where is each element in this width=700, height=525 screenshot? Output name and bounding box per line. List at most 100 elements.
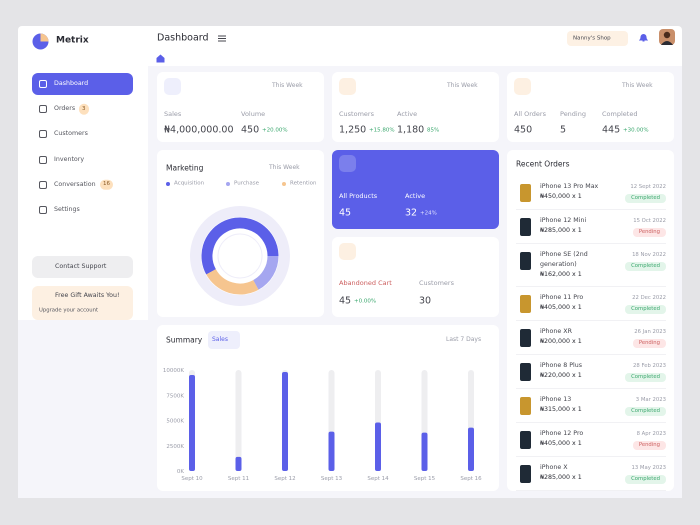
x-tick-label: Sept 16 xyxy=(460,476,482,482)
x-tick-label: Sept 13 xyxy=(321,476,343,482)
order-row[interactable]: iPhone 13 Pro Max ₦450,000 x 1 12 Sept 202… xyxy=(516,176,666,210)
order-meta: 8 Apr 2023 Pending xyxy=(612,429,666,450)
metric-label: Active xyxy=(397,109,418,118)
stat-card xyxy=(332,72,499,142)
product-name: iPhone 13 Pro Max xyxy=(540,183,599,190)
donut-inner xyxy=(217,233,263,279)
order-row[interactable]: iPhone 12 Pro ₦405,000 x 1 8 Apr 2023 Pendi… xyxy=(516,423,666,457)
product-image xyxy=(520,431,531,449)
donut-segment xyxy=(201,217,279,295)
order-info: iPhone 12 Mini ₦285,000 x 1 xyxy=(540,216,612,236)
support-box[interactable] xyxy=(32,256,133,278)
shop-name: Nanny's Shop xyxy=(573,34,611,41)
nav-item[interactable]: Customers xyxy=(54,130,88,138)
x-tick-label: Sept 12 xyxy=(274,476,295,482)
product-name: iPhone 11 Pro xyxy=(540,294,584,301)
legend-label: Acquisition xyxy=(174,180,205,187)
order-status: Completed xyxy=(625,262,666,271)
support-label[interactable]: Contact Support xyxy=(55,262,107,270)
avatar[interactable] xyxy=(659,29,675,45)
bar xyxy=(328,431,335,471)
order-row[interactable]: iPhone XR ₦200,000 x 1 26 Jan 2023 Pending xyxy=(516,321,666,355)
shop-selector[interactable] xyxy=(567,31,628,46)
metric-value: ₦4,000,000.00 xyxy=(164,124,234,136)
legend-label: Retention xyxy=(290,180,317,187)
orders-title: Recent Orders xyxy=(516,159,570,169)
order-row[interactable]: iPhone SE (2nd generation) ₦162,000 x 1 18… xyxy=(516,244,666,287)
order-date: 28 Feb 2023 xyxy=(633,363,666,369)
order-row[interactable]: iPhone X ₦285,000 x 1 13 May 2023 Completed xyxy=(516,457,666,491)
menu-icon[interactable] xyxy=(218,35,226,42)
promo-link[interactable]: Upgrade your account xyxy=(39,307,99,314)
period-select[interactable]: This Week xyxy=(622,82,653,89)
home-icon[interactable] xyxy=(156,54,165,63)
y-tick-label: 2500K xyxy=(166,444,184,450)
period-select[interactable]: This Week xyxy=(447,82,478,89)
metric-label: Active xyxy=(405,191,426,200)
order-meta: 18 Nov 2022 Completed xyxy=(612,250,666,271)
stat-card xyxy=(157,72,324,142)
product-name: iPhone X xyxy=(540,464,568,471)
x-tick-label: Sept 14 xyxy=(367,476,389,482)
products-icon xyxy=(339,155,356,172)
product-name: iPhone SE (2nd generation) xyxy=(540,251,588,268)
product-price: ₦405,000 x 1 xyxy=(540,440,582,447)
marketing-period[interactable]: This Week xyxy=(269,164,300,171)
order-row[interactable]: iPhone 12 Mini ₦285,000 x 1 15 Oct 2022 Pen… xyxy=(516,210,666,244)
order-row[interactable]: iPhone 8 Plus ₦220,000 x 1 28 Feb 2023 Comp… xyxy=(516,355,666,389)
metric-change: +20.00% xyxy=(262,127,288,134)
metric-label: All Products xyxy=(339,191,378,200)
order-date: 22 Dec 2022 xyxy=(632,295,666,301)
metric-value: 45 xyxy=(339,295,352,307)
order-row[interactable]: iPhone 11 Pro ₦405,000 x 1 22 Dec 2022 Comp… xyxy=(516,287,666,321)
order-status: Pending xyxy=(632,339,666,348)
period-select[interactable]: Last 7 Days xyxy=(446,336,482,343)
y-tick-label: 7500K xyxy=(166,393,184,399)
marketing-title: Marketing xyxy=(166,163,204,173)
product-name: iPhone 12 Pro xyxy=(540,430,584,437)
filter-pill[interactable] xyxy=(208,331,240,349)
order-date: 13 May 2023 xyxy=(631,465,666,471)
bar xyxy=(375,422,381,471)
bell-icon[interactable] xyxy=(639,33,648,43)
nav-item[interactable]: Dashboard xyxy=(54,79,89,87)
period-select[interactable]: This Week xyxy=(272,82,303,89)
order-status: Completed xyxy=(625,373,666,382)
product-image xyxy=(520,465,531,483)
orders-list: iPhone 13 Pro Max ₦450,000 x 1 12 Sept 202… xyxy=(516,176,666,491)
logo xyxy=(32,33,49,50)
bar-track xyxy=(235,370,242,471)
metric-change: 85% xyxy=(427,127,440,134)
bar xyxy=(421,432,428,471)
nav-item[interactable]: Settings xyxy=(54,205,80,213)
filter-select[interactable]: Sales xyxy=(212,336,228,343)
order-date: 18 Nov 2022 xyxy=(632,252,666,258)
order-date: 26 Jan 2023 xyxy=(634,329,666,335)
nav-icon xyxy=(39,206,47,214)
nav-item[interactable]: Conversation xyxy=(54,180,96,188)
x-tick-label: Sept 15 xyxy=(414,476,436,482)
metric-change: +30.00% xyxy=(623,127,649,134)
order-date: 8 Apr 2023 xyxy=(636,431,666,437)
metric-label: Completed xyxy=(602,109,638,118)
nav-active-bg xyxy=(32,73,133,95)
nav-item[interactable]: Orders xyxy=(54,105,76,113)
order-info: iPhone SE (2nd generation) ₦162,000 x 1 xyxy=(540,250,612,280)
product-image xyxy=(520,218,531,236)
product-price: ₦162,000 x 1 xyxy=(540,271,582,278)
x-tick-label: Sept 11 xyxy=(228,476,249,482)
product-image xyxy=(520,295,531,313)
metric-value: 5 xyxy=(560,124,567,136)
metric-label: All Orders xyxy=(514,109,546,118)
product-image xyxy=(520,329,531,347)
x-tick-label: Sept 10 xyxy=(181,476,203,482)
product-price: ₦285,000 x 1 xyxy=(540,474,582,481)
order-status: Completed xyxy=(625,305,666,314)
brand: Metrix xyxy=(56,35,89,46)
metric-label: Pending xyxy=(560,109,586,118)
order-row[interactable]: iPhone 13 ₦315,000 x 1 3 Mar 2023 Completed xyxy=(516,389,666,423)
legend-dot xyxy=(166,182,170,186)
nav-item[interactable]: Inventory xyxy=(54,155,85,163)
order-meta: 12 Sept 2022 Completed xyxy=(612,182,666,203)
